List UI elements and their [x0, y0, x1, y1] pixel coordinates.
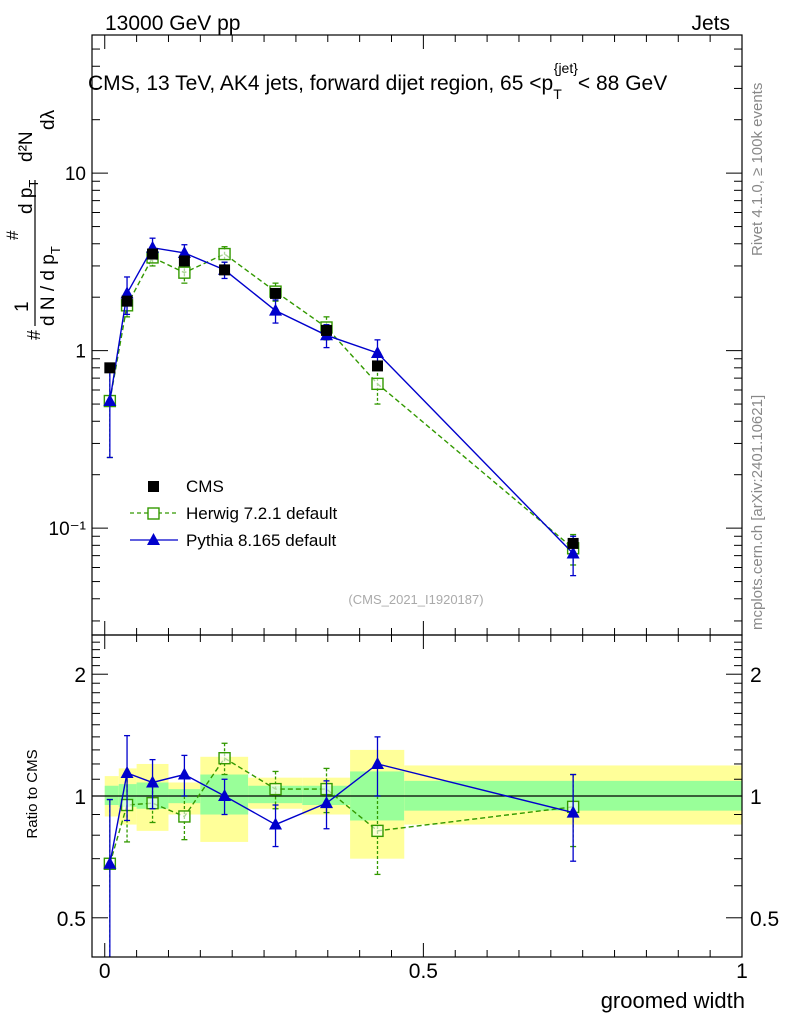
ratio-ylabel: Ratio to CMS — [24, 749, 41, 838]
x-tick-label: 1 — [736, 960, 748, 983]
cms-point — [321, 324, 333, 336]
x-tick-label: 0.5 — [409, 960, 438, 983]
ratio-y-tick-label-right: 0.5 — [750, 908, 779, 931]
ratio-axes: 2 2 1 1 0.5 0.5 0 0.5 1 — [57, 634, 779, 983]
ratio-bands — [104, 749, 742, 859]
pythia-point — [566, 546, 580, 559]
pythia-point — [103, 394, 117, 407]
herwig-point — [371, 377, 384, 391]
header-right: Jets — [691, 12, 730, 35]
pythia-point — [320, 796, 334, 809]
legend-pythia: Pythia 8.165 default — [130, 531, 337, 550]
svg-text:Herwig 7.2.1 default: Herwig 7.2.1 default — [186, 504, 337, 523]
main-y-tick-label: 10⁻¹ — [49, 519, 87, 540]
svg-text:Pythia 8.165 default: Pythia 8.165 default — [186, 531, 337, 550]
pythia-point — [177, 245, 191, 258]
ratio-y-tick-label-right: 1 — [750, 786, 762, 809]
ratio-y-tick-label-right: 2 — [750, 664, 762, 687]
pythia-point — [146, 775, 160, 788]
main-series — [103, 237, 580, 577]
svg-text:1: 1 — [12, 301, 33, 312]
legend-herwig: Herwig 7.2.1 default — [130, 504, 337, 523]
cms-point — [371, 360, 383, 372]
pythia-line — [109, 246, 574, 554]
ratio-y-tick-label: 2 — [74, 664, 86, 687]
legend-cms: CMS — [148, 477, 224, 496]
ratio-series — [103, 734, 580, 957]
pythia-point — [370, 756, 384, 769]
main-y-tick-label: 1 — [75, 342, 86, 363]
pythia-point — [120, 765, 134, 778]
side-label-mcplots: mcplots.cern.ch [arXiv:2401.10621] — [749, 395, 766, 630]
herwig-point — [178, 266, 191, 279]
cms-point — [104, 362, 116, 374]
cms-point — [219, 264, 231, 276]
cms-point — [178, 255, 190, 267]
pythia-point — [218, 789, 232, 801]
herwig-point — [178, 810, 191, 823]
pythia-point — [103, 856, 117, 869]
svg-text:dλ: dλ — [38, 109, 59, 130]
cms-point — [270, 287, 282, 299]
cms-point — [567, 537, 579, 549]
main-axes: 10 1 10⁻¹ — [49, 34, 743, 635]
svg-text:d N / d pT: d N / d pT — [38, 246, 63, 326]
herwig-point — [218, 752, 231, 765]
pythia-point — [370, 345, 384, 358]
herwig-line — [109, 253, 574, 549]
svg-text:CMS: CMS — [186, 477, 224, 496]
watermark: (CMS_2021_I1920187) — [348, 592, 483, 607]
svg-text:d²N: d²N — [16, 131, 37, 162]
svg-text:d pT: d pT — [16, 180, 41, 214]
ratio-frame — [91, 634, 743, 958]
cms-point — [121, 295, 133, 307]
herwig-point — [218, 247, 231, 261]
svg-text:#: # — [3, 230, 22, 240]
cms-point — [147, 248, 159, 260]
svg-text:#: # — [24, 330, 44, 340]
pythia-point — [177, 767, 191, 780]
main-y-tick-label: 10 — [65, 164, 86, 185]
band-inner — [104, 785, 119, 806]
ratio-y-tick-label: 0.5 — [57, 908, 86, 931]
pythia-point — [269, 303, 283, 316]
x-tick-label: 0 — [99, 960, 111, 983]
pythia-point — [269, 817, 283, 830]
ratio-y-tick-label: 1 — [74, 786, 86, 809]
side-label-rivet: Rivet 4.1.0, ≥ 100k events — [749, 83, 766, 256]
pythia-point — [120, 286, 134, 299]
herwig-point — [371, 824, 384, 838]
header-left: 13000 GeV pp — [105, 12, 240, 35]
main-ylabel: # 1 d N / d pT # d pT d²N dλ — [3, 109, 63, 340]
main-title: CMS, 13 TeV, AK4 jets, forward dijet reg… — [88, 60, 667, 102]
legend: CMS Herwig 7.2.1 default Pythia 8.165 de… — [130, 477, 337, 550]
x-axis-label: groomed width — [601, 988, 745, 1013]
herwig-point — [269, 782, 282, 796]
pythia-point — [566, 805, 580, 818]
